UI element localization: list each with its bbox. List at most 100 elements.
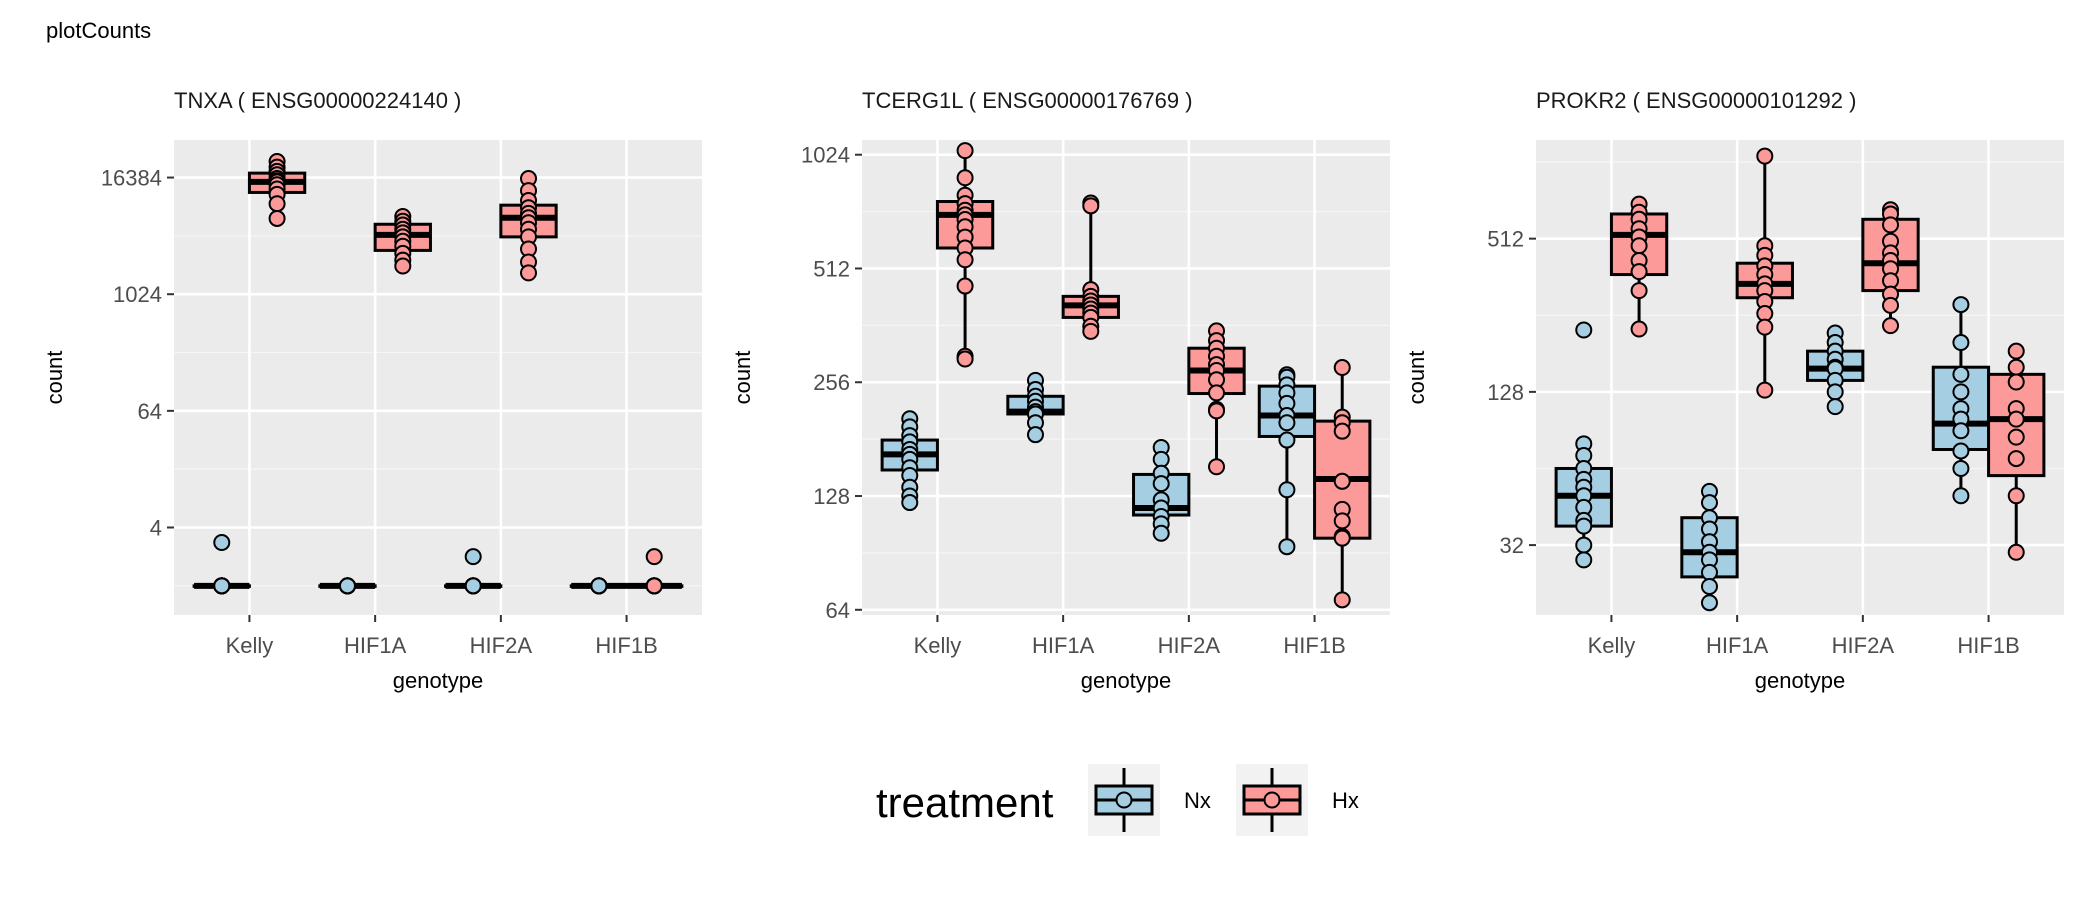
panel-title: PROKR2 ( ENSG00000101292 ) (1536, 88, 1856, 113)
y-tick-label: 4 (150, 516, 162, 541)
data-point (1333, 472, 1351, 490)
data-point (338, 577, 356, 595)
x-axis-title: genotype (393, 668, 484, 693)
legend-label-Hx: Hx (1332, 788, 1359, 813)
data-point (1082, 197, 1100, 215)
data-point (1333, 529, 1351, 547)
data-point (1826, 398, 1844, 416)
x-tick-label: HIF1B (1957, 633, 2019, 658)
panel-0: 4 64 1024 16384 Kelly HIF1A HIF2A HIF1B TNXA ( E… (42, 88, 702, 693)
data-point (1700, 563, 1718, 581)
box-Hx-Kelly (1609, 195, 1669, 338)
data-point (2007, 358, 2025, 376)
legend-key-Hx (1236, 764, 1308, 836)
data-point (1630, 320, 1648, 338)
x-tick-label: HIF1A (1706, 633, 1769, 658)
data-point (1952, 383, 1970, 401)
data-point (2007, 543, 2025, 561)
box-Hx-HIF1A (373, 207, 432, 275)
data-point (1952, 459, 1970, 477)
x-tick-label: Kelly (914, 633, 962, 658)
legend-title: treatment (876, 779, 1054, 826)
box-Nx-HIF2A (1132, 439, 1191, 542)
panel-title: TNXA ( ENSG00000224140 ) (174, 88, 461, 113)
data-point (520, 264, 538, 282)
box-Nx-HIF1A (318, 577, 377, 595)
data-point (2007, 410, 2025, 428)
x-tick-label: Kelly (226, 633, 274, 658)
box-Hx-HIF2A (1187, 322, 1246, 476)
data-point (1575, 517, 1593, 535)
y-axis-title: count (730, 351, 755, 405)
y-tick-label: 128 (813, 484, 850, 509)
y-tick-label: 1024 (113, 282, 162, 307)
box-Nx-Kelly (192, 534, 251, 595)
data-point (1152, 475, 1170, 493)
data-point (1952, 296, 1970, 314)
data-point (1333, 591, 1351, 609)
x-tick-label: HIF1B (1283, 633, 1345, 658)
data-point (645, 577, 663, 595)
data-point (1952, 442, 1970, 460)
data-point (1630, 282, 1648, 300)
data-point (1700, 578, 1718, 596)
x-axis-title: genotype (1081, 668, 1172, 693)
data-point (1333, 359, 1351, 377)
data-point (1756, 147, 1774, 165)
data-point (956, 251, 974, 269)
data-point (1700, 594, 1718, 612)
data-point (2007, 487, 2025, 505)
box-Hx-HIF1A (1735, 147, 1794, 399)
data-point (1152, 450, 1170, 468)
x-tick-label: HIF2A (1832, 633, 1895, 658)
data-point (1575, 321, 1593, 339)
legend-key-point (1115, 791, 1133, 809)
legend: treatment Nx Hx (876, 764, 1359, 836)
x-tick-label: HIF2A (470, 633, 533, 658)
data-point (1333, 512, 1351, 530)
box-Nx-HIF2A (444, 548, 503, 595)
box-Nx-HIF1A (1680, 482, 1739, 612)
y-tick-label: 32 (1500, 533, 1524, 558)
data-point (901, 494, 919, 512)
data-point (1082, 322, 1100, 340)
data-point (1756, 381, 1774, 399)
box-Nx-HIF1B (1257, 366, 1317, 556)
y-tick-label: 256 (813, 370, 850, 395)
y-tick-label: 512 (813, 256, 850, 281)
figure-title: plotCounts (46, 18, 152, 43)
data-point (1278, 431, 1296, 449)
data-point (1630, 237, 1648, 255)
box-Nx-Kelly (1554, 321, 1613, 569)
data-point (1952, 334, 1970, 352)
box-Hx-HIF2A (499, 170, 558, 282)
y-tick-label: 512 (1487, 227, 1524, 252)
y-tick-label: 64 (826, 598, 850, 623)
data-point (1278, 481, 1296, 499)
data-point (956, 277, 974, 295)
box-Nx-HIF2A (1806, 324, 1865, 416)
data-point (1575, 551, 1593, 569)
data-point (1630, 263, 1648, 281)
x-tick-label: HIF1A (1032, 633, 1095, 658)
legend-key-point (1263, 791, 1281, 809)
data-point (1700, 494, 1718, 512)
box-Nx-HIF1B (569, 577, 629, 595)
data-point (1952, 422, 1970, 440)
data-point (1882, 296, 1900, 314)
box-Hx-HIF1B (625, 548, 684, 595)
y-tick-label: 64 (138, 399, 162, 424)
data-point (213, 577, 231, 595)
data-point (1756, 318, 1774, 336)
data-point (1952, 487, 1970, 505)
data-point (394, 257, 412, 275)
x-tick-label: HIF2A (1158, 633, 1221, 658)
panel-2: 32 128 512 Kelly HIF1A HIF2A HIF1B PROKR2 ( ENS… (1404, 88, 2064, 693)
data-point (1952, 365, 1970, 383)
box-Hx-Kelly (935, 142, 995, 368)
box-Hx-HIF1B (1313, 359, 1372, 609)
data-point (268, 195, 286, 213)
data-point (590, 577, 608, 595)
data-point (956, 350, 974, 368)
